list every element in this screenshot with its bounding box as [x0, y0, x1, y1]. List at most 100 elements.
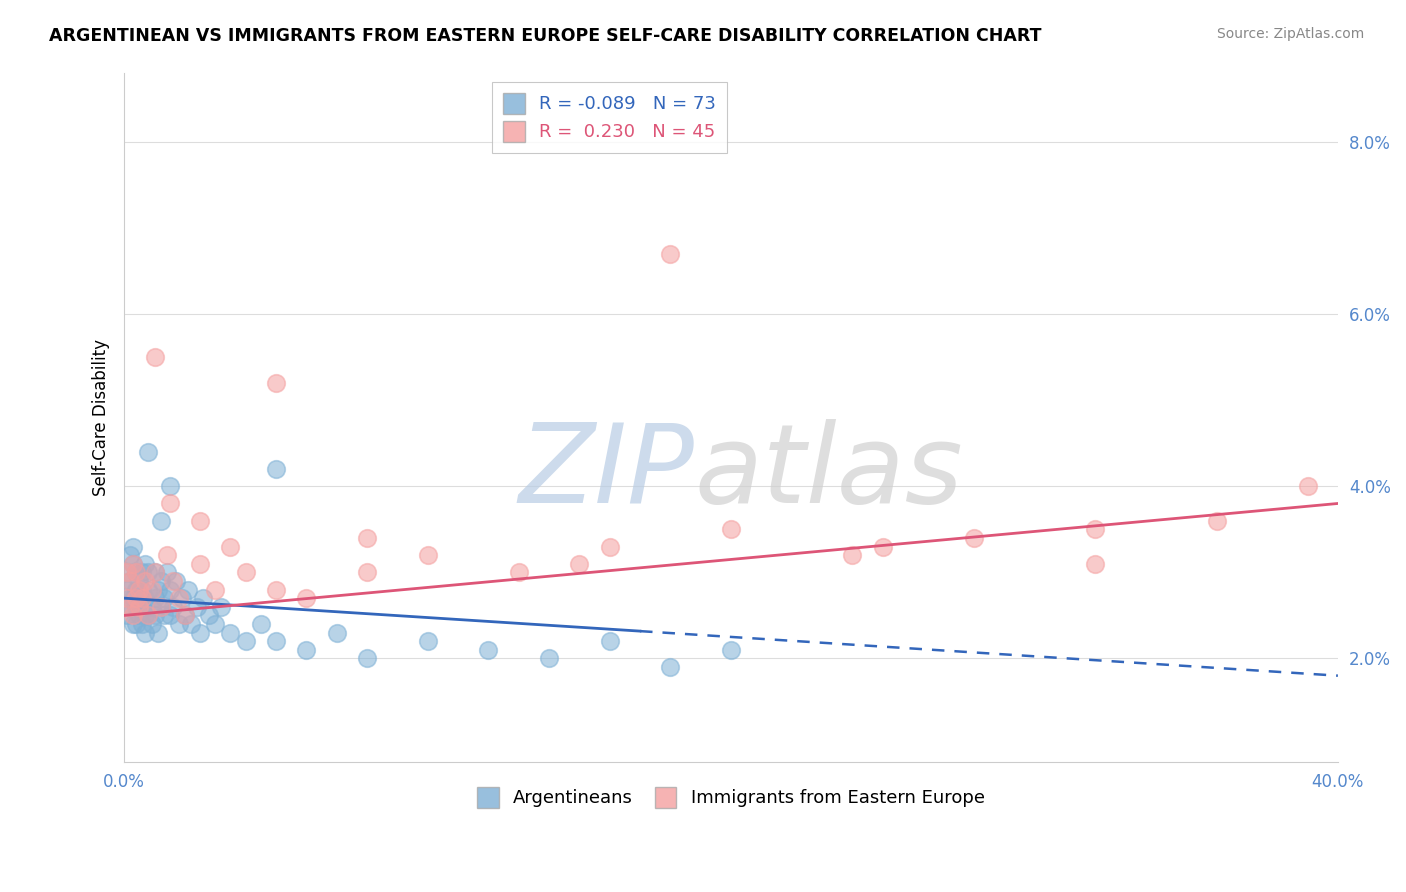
- Point: [356, 651, 378, 665]
- Point: [204, 582, 226, 597]
- Point: [131, 599, 153, 614]
- Point: [191, 591, 214, 606]
- Point: [963, 531, 986, 545]
- Point: [134, 608, 156, 623]
- Point: [249, 617, 271, 632]
- Point: [128, 574, 150, 588]
- Point: [120, 574, 142, 588]
- Point: [198, 608, 221, 623]
- Point: [356, 566, 378, 580]
- Text: ZIP: ZIP: [519, 419, 695, 526]
- Point: [159, 479, 181, 493]
- Point: [128, 582, 150, 597]
- Point: [235, 634, 257, 648]
- Point: [117, 566, 139, 580]
- Point: [143, 591, 166, 606]
- Point: [125, 566, 148, 580]
- Point: [122, 540, 145, 554]
- Point: [131, 582, 153, 597]
- Point: [131, 591, 153, 606]
- Point: [162, 599, 184, 614]
- Point: [152, 608, 174, 623]
- Point: [128, 591, 150, 606]
- Point: [1084, 522, 1107, 536]
- Point: [120, 574, 142, 588]
- Point: [141, 599, 163, 614]
- Point: [599, 540, 621, 554]
- Point: [170, 591, 193, 606]
- Point: [138, 566, 160, 580]
- Point: [599, 634, 621, 648]
- Point: [146, 625, 169, 640]
- Point: [235, 566, 257, 580]
- Point: [120, 599, 142, 614]
- Point: [264, 462, 287, 476]
- Point: [138, 608, 160, 623]
- Point: [117, 608, 139, 623]
- Point: [134, 557, 156, 571]
- Point: [122, 557, 145, 571]
- Point: [416, 548, 439, 562]
- Point: [138, 608, 160, 623]
- Point: [325, 625, 347, 640]
- Point: [174, 608, 197, 623]
- Point: [143, 350, 166, 364]
- Point: [264, 582, 287, 597]
- Point: [149, 599, 172, 614]
- Point: [143, 566, 166, 580]
- Point: [1205, 514, 1227, 528]
- Point: [167, 617, 190, 632]
- Point: [117, 582, 139, 597]
- Point: [841, 548, 863, 562]
- Point: [152, 591, 174, 606]
- Point: [174, 608, 197, 623]
- Point: [508, 566, 530, 580]
- Point: [125, 599, 148, 614]
- Legend: Argentineans, Immigrants from Eastern Europe: Argentineans, Immigrants from Eastern Eu…: [470, 780, 993, 814]
- Point: [122, 591, 145, 606]
- Point: [138, 445, 160, 459]
- Point: [117, 566, 139, 580]
- Point: [1296, 479, 1319, 493]
- Point: [141, 582, 163, 597]
- Point: [264, 634, 287, 648]
- Point: [146, 582, 169, 597]
- Point: [122, 617, 145, 632]
- Point: [125, 566, 148, 580]
- Point: [122, 608, 145, 623]
- Point: [159, 582, 181, 597]
- Point: [120, 591, 142, 606]
- Point: [134, 625, 156, 640]
- Point: [134, 591, 156, 606]
- Text: atlas: atlas: [695, 419, 963, 526]
- Point: [219, 625, 242, 640]
- Point: [156, 566, 179, 580]
- Point: [416, 634, 439, 648]
- Point: [659, 660, 682, 674]
- Point: [149, 514, 172, 528]
- Point: [188, 625, 211, 640]
- Point: [125, 591, 148, 606]
- Point: [128, 599, 150, 614]
- Point: [167, 591, 190, 606]
- Point: [1084, 557, 1107, 571]
- Point: [159, 608, 181, 623]
- Point: [122, 557, 145, 571]
- Point: [162, 574, 184, 588]
- Point: [720, 643, 742, 657]
- Point: [143, 566, 166, 580]
- Point: [204, 617, 226, 632]
- Point: [149, 574, 172, 588]
- Text: ARGENTINEAN VS IMMIGRANTS FROM EASTERN EUROPE SELF-CARE DISABILITY CORRELATION C: ARGENTINEAN VS IMMIGRANTS FROM EASTERN E…: [49, 27, 1042, 45]
- Point: [188, 514, 211, 528]
- Point: [537, 651, 560, 665]
- Point: [125, 582, 148, 597]
- Point: [117, 591, 139, 606]
- Point: [120, 599, 142, 614]
- Point: [143, 608, 166, 623]
- Point: [125, 617, 148, 632]
- Point: [872, 540, 894, 554]
- Point: [186, 599, 208, 614]
- Point: [356, 531, 378, 545]
- Point: [264, 376, 287, 390]
